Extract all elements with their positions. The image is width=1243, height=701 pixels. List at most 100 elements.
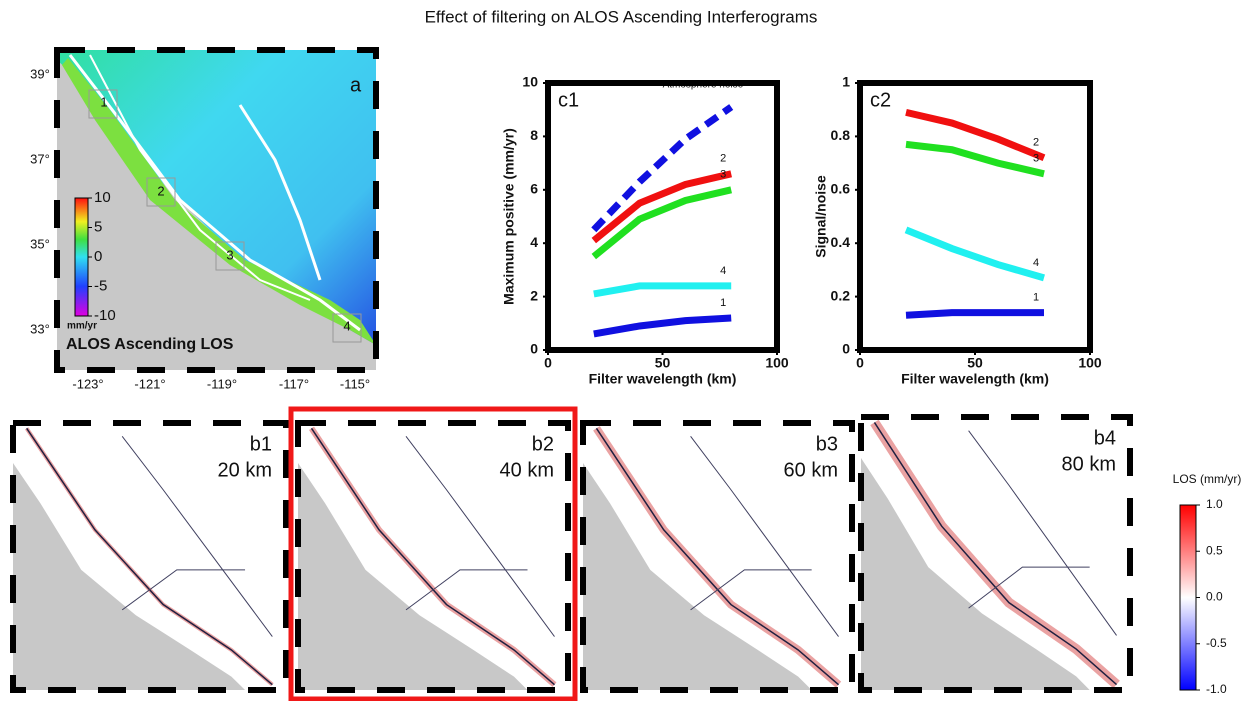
series-label: 4 <box>1033 257 1039 269</box>
data-line <box>905 309 1044 319</box>
y-tick-label: 4 <box>530 234 538 250</box>
fault-trace <box>595 427 840 686</box>
y-axis-label: Maximum positive (mm/yr) <box>501 128 517 305</box>
series-label: 3 <box>1033 153 1039 165</box>
data-line <box>905 108 1046 162</box>
fault-trace <box>405 436 555 637</box>
fault-trace <box>238 104 322 281</box>
map-a-coastal-strip <box>62 58 376 345</box>
map-frame <box>580 420 855 693</box>
wavelength-label: 60 km <box>784 459 838 481</box>
box-label: 2 <box>157 183 164 198</box>
ocean <box>861 457 1090 690</box>
data-line <box>591 104 734 233</box>
y-tick-label: 8 <box>530 127 538 143</box>
y-tick-label: 10 <box>522 74 538 90</box>
panel-label: b3 <box>816 433 838 455</box>
los-colorbar-title: LOS (mm/yr) <box>1173 472 1242 486</box>
y-tick-label: 0 <box>530 341 538 357</box>
panel-label: a <box>350 74 362 96</box>
box-label: 3 <box>226 247 233 262</box>
fault-trace <box>310 427 555 686</box>
y-tick-label: 2 <box>530 287 538 303</box>
colorbar-tick-label: 1.0 <box>1206 497 1223 511</box>
x-tick-label: 50 <box>967 355 983 371</box>
map-frame <box>295 420 571 693</box>
box-label: 4 <box>343 318 350 333</box>
lat-label: 37° <box>30 151 50 166</box>
colorbar-tick-label: 0 <box>94 248 102 265</box>
map-a-labels: 39° 37° 35° 33° -123° -121° -119° -117° -115° 1 2 3… <box>30 66 370 391</box>
panel-label: c2 <box>870 89 891 111</box>
colorbar-tick-label: -0.5 <box>1206 636 1227 650</box>
fault-trace <box>690 436 839 637</box>
x-axis-label: Filter wavelength (km) <box>589 371 737 387</box>
plot-frame <box>545 80 780 353</box>
fault-trace <box>68 54 361 332</box>
y-tick-label: 0 <box>842 341 850 357</box>
series-label: 2 <box>1033 137 1039 149</box>
lon-label: -119° <box>207 376 237 391</box>
ocean <box>298 463 528 690</box>
map-frame <box>858 414 1133 693</box>
y-tick-label: 0.2 <box>831 287 851 303</box>
box <box>146 177 176 207</box>
colorbar-tick-label: -1.0 <box>1206 682 1227 696</box>
box-label: 1 <box>100 94 107 109</box>
ocean <box>13 463 246 690</box>
series-label: 1 <box>720 297 726 309</box>
map-a-ocean <box>57 60 376 370</box>
fault-trace <box>968 566 1090 609</box>
x-tick-label: 0 <box>544 355 552 371</box>
y-axis-label: Signal/noise <box>813 175 829 258</box>
wavelength-label: 40 km <box>500 459 554 481</box>
colorbar-unit: mm/yr <box>67 321 97 332</box>
box <box>215 241 245 271</box>
colorbar-tick-label: 5 <box>94 218 102 235</box>
data-line <box>591 186 732 260</box>
fault-trace <box>873 422 1118 686</box>
filtered-maps: b1 20 km b2 40 km b3 60 km b4 80 km <box>10 414 1133 693</box>
data-line <box>591 170 732 244</box>
lon-label: -121° <box>134 376 165 391</box>
x-tick-label: 100 <box>1078 355 1102 371</box>
plot-frame <box>857 80 1093 353</box>
colorbar-tick-label: -5 <box>94 277 107 294</box>
data-line <box>905 140 1045 178</box>
colorbar-tick-label: 0.0 <box>1206 590 1223 604</box>
colorbar-a <box>74 197 89 317</box>
colorbar-tick-label: 0.5 <box>1206 543 1223 557</box>
x-axis-label: Filter wavelength (km) <box>901 371 1049 387</box>
y-tick-label: 0.4 <box>831 234 851 250</box>
panel-label: b2 <box>532 433 554 455</box>
y-tick-label: 0.8 <box>831 127 851 143</box>
y-tick-label: 6 <box>530 181 538 197</box>
y-tick-label: 0.6 <box>831 181 851 197</box>
colorbar-tick-label: 10 <box>94 189 111 206</box>
ocean <box>583 463 812 690</box>
map-frame <box>54 47 379 373</box>
x-tick-label: 0 <box>856 355 864 371</box>
fault-trace <box>121 436 273 637</box>
fault-trace <box>690 569 812 611</box>
lon-label: -123° <box>72 376 103 391</box>
x-tick-label: 100 <box>765 355 789 371</box>
data-line <box>593 314 732 338</box>
lat-label: 33° <box>30 321 50 336</box>
lat-label: 39° <box>30 66 50 81</box>
series-label: 1 <box>1033 292 1039 304</box>
fault-trace <box>89 54 311 301</box>
lon-label: -117° <box>279 376 309 391</box>
map-frame <box>10 420 289 693</box>
series-label: 2 <box>720 153 726 165</box>
wavelength-label: 80 km <box>1062 453 1116 475</box>
fault-trace <box>405 569 528 611</box>
lat-label: 35° <box>30 236 50 251</box>
x-tick-label: 50 <box>655 355 671 371</box>
fault-trace <box>26 427 273 686</box>
box <box>88 89 118 119</box>
panel-label: b4 <box>1094 427 1116 449</box>
highlight-box <box>288 406 578 701</box>
